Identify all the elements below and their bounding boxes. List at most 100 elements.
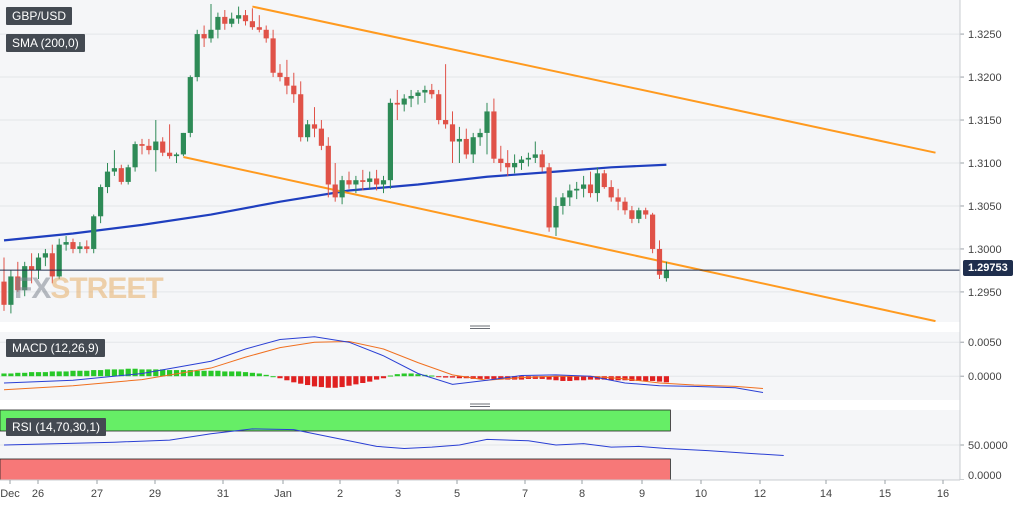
candle-body — [49, 253, 55, 277]
time-x-axis: Dec 26 27 29 31 Jan 2 3 5 7 8 9 10 12 14 15 16 — [0, 479, 1032, 505]
macd-panel: 0.0050 0.0000 — [0, 332, 1002, 400]
candle-body — [229, 18, 235, 24]
candle-body — [608, 187, 614, 198]
candle-body — [249, 21, 255, 28]
candle-body — [70, 242, 76, 249]
macd-histogram-bar — [187, 370, 193, 377]
macd-histogram-bar — [491, 376, 497, 379]
macd-histogram-bar — [132, 368, 138, 377]
macd-histogram-bar — [539, 376, 545, 379]
candle-body — [194, 34, 200, 78]
x-tick-label: 10 — [695, 488, 707, 500]
x-tick-label: 5 — [454, 488, 460, 500]
macd-histogram-bar — [277, 376, 283, 379]
x-tick-label: 31 — [217, 488, 229, 500]
candle-body — [518, 159, 525, 163]
candle-body — [270, 38, 276, 73]
candle-body — [35, 257, 42, 271]
macd-histogram-bar — [146, 369, 152, 377]
candle-body — [284, 77, 290, 86]
candle-body — [449, 124, 456, 142]
candle-body — [353, 180, 359, 185]
macd-histogram-bar — [139, 369, 145, 377]
candle-body — [277, 72, 283, 78]
macd-histogram-bar — [98, 370, 104, 377]
candle-body — [380, 180, 387, 185]
channel-layer — [183, 5, 936, 323]
price-tick-label: 1.3150 — [968, 115, 1002, 127]
candle-body — [615, 197, 621, 202]
candle-body — [374, 178, 380, 185]
candle-body — [415, 92, 421, 96]
macd-histogram-bar — [35, 372, 42, 377]
price-tick-label: 1.2950 — [968, 287, 1002, 299]
macd-histogram-bar — [256, 373, 262, 377]
macd-histogram-bar — [374, 376, 380, 380]
candle-body — [532, 154, 538, 158]
macd-label[interactable]: MACD (12,26,9) — [6, 339, 105, 357]
candle-body — [553, 205, 559, 228]
macd-main-line — [3, 336, 764, 394]
macd-histogram-bar — [91, 370, 97, 377]
x-tick-label: Dec — [0, 488, 20, 500]
macd-histogram-bar — [663, 376, 669, 383]
price-tick-label: 1.3000 — [968, 244, 1002, 256]
candle-body — [8, 276, 14, 305]
candle-body — [408, 95, 414, 99]
macd-histogram-bar — [567, 376, 573, 381]
macd-histogram-bar — [15, 372, 21, 377]
panel-divider-1[interactable] — [0, 322, 960, 332]
macd-histogram-bar — [70, 370, 76, 377]
price-y-axis: 1.3250 1.3200 1.3150 1.3100 1.3050 1.3000 1.29… — [960, 29, 1002, 299]
fxstreet-watermark: FXSTREET — [14, 272, 164, 306]
x-tick-label: 2 — [337, 488, 343, 500]
macd-histogram-bar — [111, 369, 117, 377]
macd-histogram-bar — [104, 369, 111, 377]
candle-body — [242, 15, 249, 22]
candle-body — [470, 137, 476, 155]
sma-layer — [3, 163, 667, 242]
candle-body — [42, 253, 48, 258]
candle-body — [236, 15, 242, 19]
candle-body — [125, 167, 131, 182]
candle-body — [463, 138, 469, 155]
candle-body — [491, 111, 497, 159]
candle-body — [298, 94, 304, 138]
macd-histogram-bar — [449, 376, 456, 378]
candle-body — [146, 145, 152, 151]
rsi-label[interactable]: RSI (14,70,30,1) — [6, 418, 107, 436]
symbol-label[interactable]: GBP/USD — [6, 7, 73, 25]
x-tick-label: 26 — [32, 488, 44, 500]
macd-histogram-bar — [201, 370, 207, 377]
macd-histogram-bar — [249, 372, 255, 377]
candle-body — [663, 270, 669, 279]
macd-histogram-bar — [601, 376, 607, 380]
candle-body — [132, 144, 138, 168]
candle-body — [560, 197, 566, 206]
macd-tick-label: 0.0000 — [968, 371, 1002, 383]
x-tick-label: 7 — [522, 488, 528, 500]
candle-body — [263, 29, 269, 39]
candle-body — [436, 94, 442, 121]
macd-histogram — [1, 368, 669, 388]
macd-histogram-bar — [49, 371, 55, 377]
macd-histogram-bar — [236, 371, 242, 377]
macd-histogram-bar — [194, 370, 200, 377]
macd-histogram-bar — [208, 370, 214, 377]
macd-histogram-bar — [222, 371, 228, 377]
rsi-panel: 50.0000 0.0000 — [0, 409, 1008, 482]
candle-body — [443, 120, 449, 125]
candle-body — [256, 27, 262, 30]
candle-body — [118, 168, 124, 182]
candle-body — [187, 77, 193, 133]
panel-divider-2[interactable] — [0, 400, 960, 410]
sma-label[interactable]: SMA (200,0) — [6, 34, 85, 52]
candle-body — [201, 34, 207, 39]
macd-histogram-bar — [387, 375, 393, 377]
price-plot-area — [0, 0, 960, 322]
macd-histogram-bar — [401, 373, 407, 377]
candle-body — [180, 132, 186, 155]
candle-body — [539, 154, 545, 168]
candle-body — [153, 141, 159, 151]
